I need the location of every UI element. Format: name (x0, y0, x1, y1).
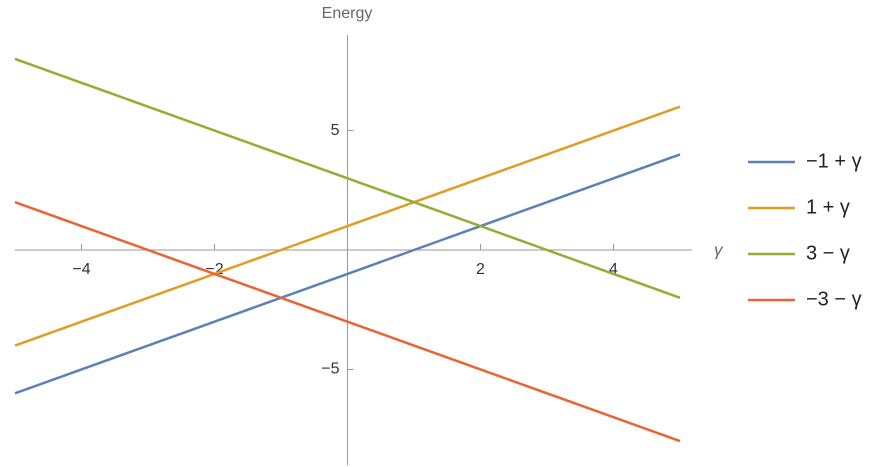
legend-label: −1 + γ (806, 150, 862, 172)
series-line (14, 153, 681, 395)
series-line (14, 105, 681, 347)
series-line (14, 201, 681, 443)
legend-label: 1 + γ (806, 196, 850, 218)
legend-label: 3 − γ (806, 242, 850, 264)
x-tick-label: 4 (609, 261, 618, 278)
x-tick-label: 2 (476, 261, 485, 278)
y-tick-label: −5 (321, 361, 339, 378)
x-tick-label: −2 (205, 261, 223, 278)
x-axis-label: γ (714, 240, 724, 259)
x-tick-label: −4 (72, 261, 90, 278)
series-line (14, 57, 681, 299)
legend-label: −3 − γ (806, 288, 862, 310)
y-tick-label: 5 (331, 122, 340, 139)
y-axis-label: Energy (322, 5, 373, 22)
